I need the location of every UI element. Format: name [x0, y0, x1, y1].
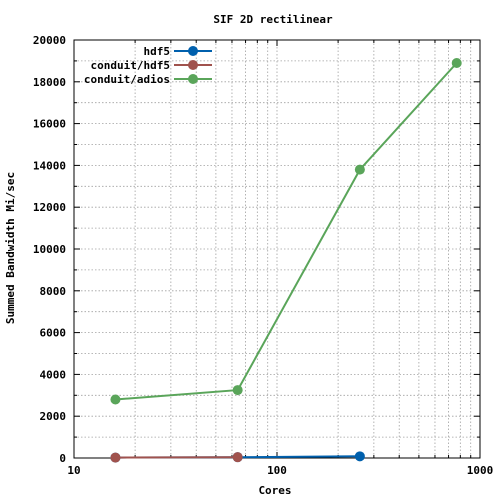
- data-point: [232, 385, 243, 396]
- data-point: [110, 394, 121, 405]
- chart-title: SIF 2D rectilinear: [213, 13, 333, 26]
- legend-marker: [188, 74, 198, 84]
- data-point: [232, 452, 243, 463]
- x-tick-label: 10: [67, 464, 80, 477]
- legend-label: hdf5: [144, 45, 171, 58]
- y-tick-label: 2000: [40, 410, 67, 423]
- data-point: [354, 164, 365, 175]
- y-tick-label: 6000: [40, 327, 67, 340]
- legend-label: conduit/adios: [84, 73, 170, 86]
- data-point: [110, 452, 121, 463]
- legend-marker: [188, 60, 198, 70]
- y-tick-label: 14000: [33, 159, 66, 172]
- y-tick-label: 16000: [33, 118, 66, 131]
- series-conduit-hdf5: [110, 452, 243, 463]
- data-point: [354, 451, 365, 462]
- y-axis-label: Summed Bandwidth Mi/sec: [4, 172, 17, 324]
- series-conduit-adios: [110, 57, 462, 405]
- series-layer: [110, 57, 462, 463]
- axis-ticks: 0 2000 4000 6000 8000 10000 12000 14000 16000 180…: [33, 34, 493, 477]
- x-axis-label: Cores: [258, 484, 291, 497]
- y-tick-label: 4000: [40, 368, 67, 381]
- series-line: [115, 62, 458, 401]
- x-tick-label: 1000: [467, 464, 494, 477]
- y-tick-label: 20000: [33, 34, 66, 47]
- grid: [74, 40, 480, 458]
- x-tick-label: 100: [267, 464, 287, 477]
- y-tick-label: 12000: [33, 201, 66, 214]
- legend-label: conduit/hdf5: [91, 59, 170, 72]
- y-tick-label: 18000: [33, 76, 66, 89]
- legend-marker: [188, 46, 198, 56]
- y-tick-label: 10000: [33, 243, 66, 256]
- data-point: [451, 57, 462, 68]
- y-tick-label: 8000: [40, 285, 67, 298]
- y-tick-label: 0: [59, 452, 66, 465]
